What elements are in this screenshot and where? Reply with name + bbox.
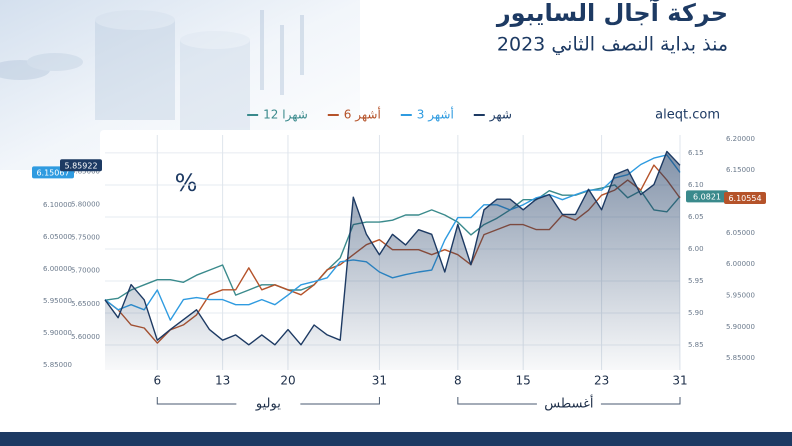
plot: يوليو أغسطس 5.85000 5.90000 5.95000 6.00000 6.… <box>32 135 766 412</box>
chart-subtitle: منذ بداية النصف الثاني 2023 <box>497 34 728 56</box>
end-badge <box>686 190 728 203</box>
y-tick-label: 5.95000 <box>726 291 755 299</box>
x-tick-label: 8 <box>454 374 462 388</box>
y-tick-label: 6.10000 <box>43 201 72 209</box>
footer-strip <box>0 432 792 446</box>
y-tick-label: 5.90000 <box>43 329 72 337</box>
chart-title: حركة آجال السايبور <box>496 0 728 27</box>
end-badge <box>724 191 766 204</box>
y-tick-label: 5.85 <box>688 341 704 349</box>
y-tick-label: 5.85000 <box>726 354 755 362</box>
y-tick-label: 6.05 <box>688 213 704 221</box>
y-tick-label: 6.20000 <box>726 135 755 143</box>
y-tick-label: 6.05000 <box>43 233 72 241</box>
y-tick-label: 5.70000 <box>71 267 100 275</box>
end-label: 5.85922 <box>64 161 97 170</box>
x-tick-label: 23 <box>594 374 609 388</box>
y-tick-label: 5.95000 <box>43 297 72 305</box>
x-tick-label: 15 <box>516 374 531 388</box>
legend-label: شهر <box>489 108 512 123</box>
y-tick-label: 5.90000 <box>726 323 755 331</box>
y-tick-label: 6.10 <box>688 181 704 189</box>
y-tick-label: 5.65000 <box>71 300 100 308</box>
y-tick-label: 5.90 <box>688 309 704 317</box>
month-label-bg <box>236 396 301 412</box>
x-tick-label: 31 <box>672 374 687 388</box>
y-tick-label: 5.85000 <box>71 167 100 175</box>
end-badge <box>60 159 102 172</box>
area <box>105 151 680 370</box>
y-tick-label: 6.00000 <box>43 265 72 273</box>
legend-label: 3 أشهر <box>417 107 454 123</box>
y-tick-label: 6.05000 <box>726 229 755 237</box>
end-label: 6.10554 <box>728 194 761 203</box>
y-tick-label: 5.75000 <box>71 234 100 242</box>
legend-label: 12 شهرا <box>263 108 308 123</box>
x-tick-label: 6 <box>153 374 161 388</box>
y-tick-label: 6.00000 <box>726 260 755 268</box>
month-label-bg <box>536 396 601 412</box>
legend: شهر 3 أشهر 6 أشهر 12 شهرا <box>247 107 512 123</box>
x-tick-label: 20 <box>280 374 295 388</box>
y-tick-label: 5.95 <box>688 277 704 285</box>
month-label: أغسطس <box>544 395 593 412</box>
source: aleqt.com <box>655 108 720 123</box>
legend-label: 6 أشهر <box>344 107 381 123</box>
unit-label: % <box>175 169 198 197</box>
x-tick-label: 13 <box>215 374 230 388</box>
y-tick-label: 6.15 <box>688 149 704 157</box>
y-tick-label: 5.85000 <box>43 361 72 369</box>
line <box>104 150 681 346</box>
y-tick-label: 6.00 <box>688 245 704 253</box>
x-tick-label: 31 <box>372 374 387 388</box>
end-label: 6.15067 <box>36 168 69 177</box>
y-tick-label: 5.60000 <box>71 333 100 341</box>
coins-decor <box>0 10 304 130</box>
y-tick-label: 6.15000 <box>726 166 755 174</box>
month-label: يوليو <box>255 397 281 412</box>
end-label: 6.0821 <box>693 192 721 201</box>
y-tick-label: 5.80000 <box>71 201 100 209</box>
